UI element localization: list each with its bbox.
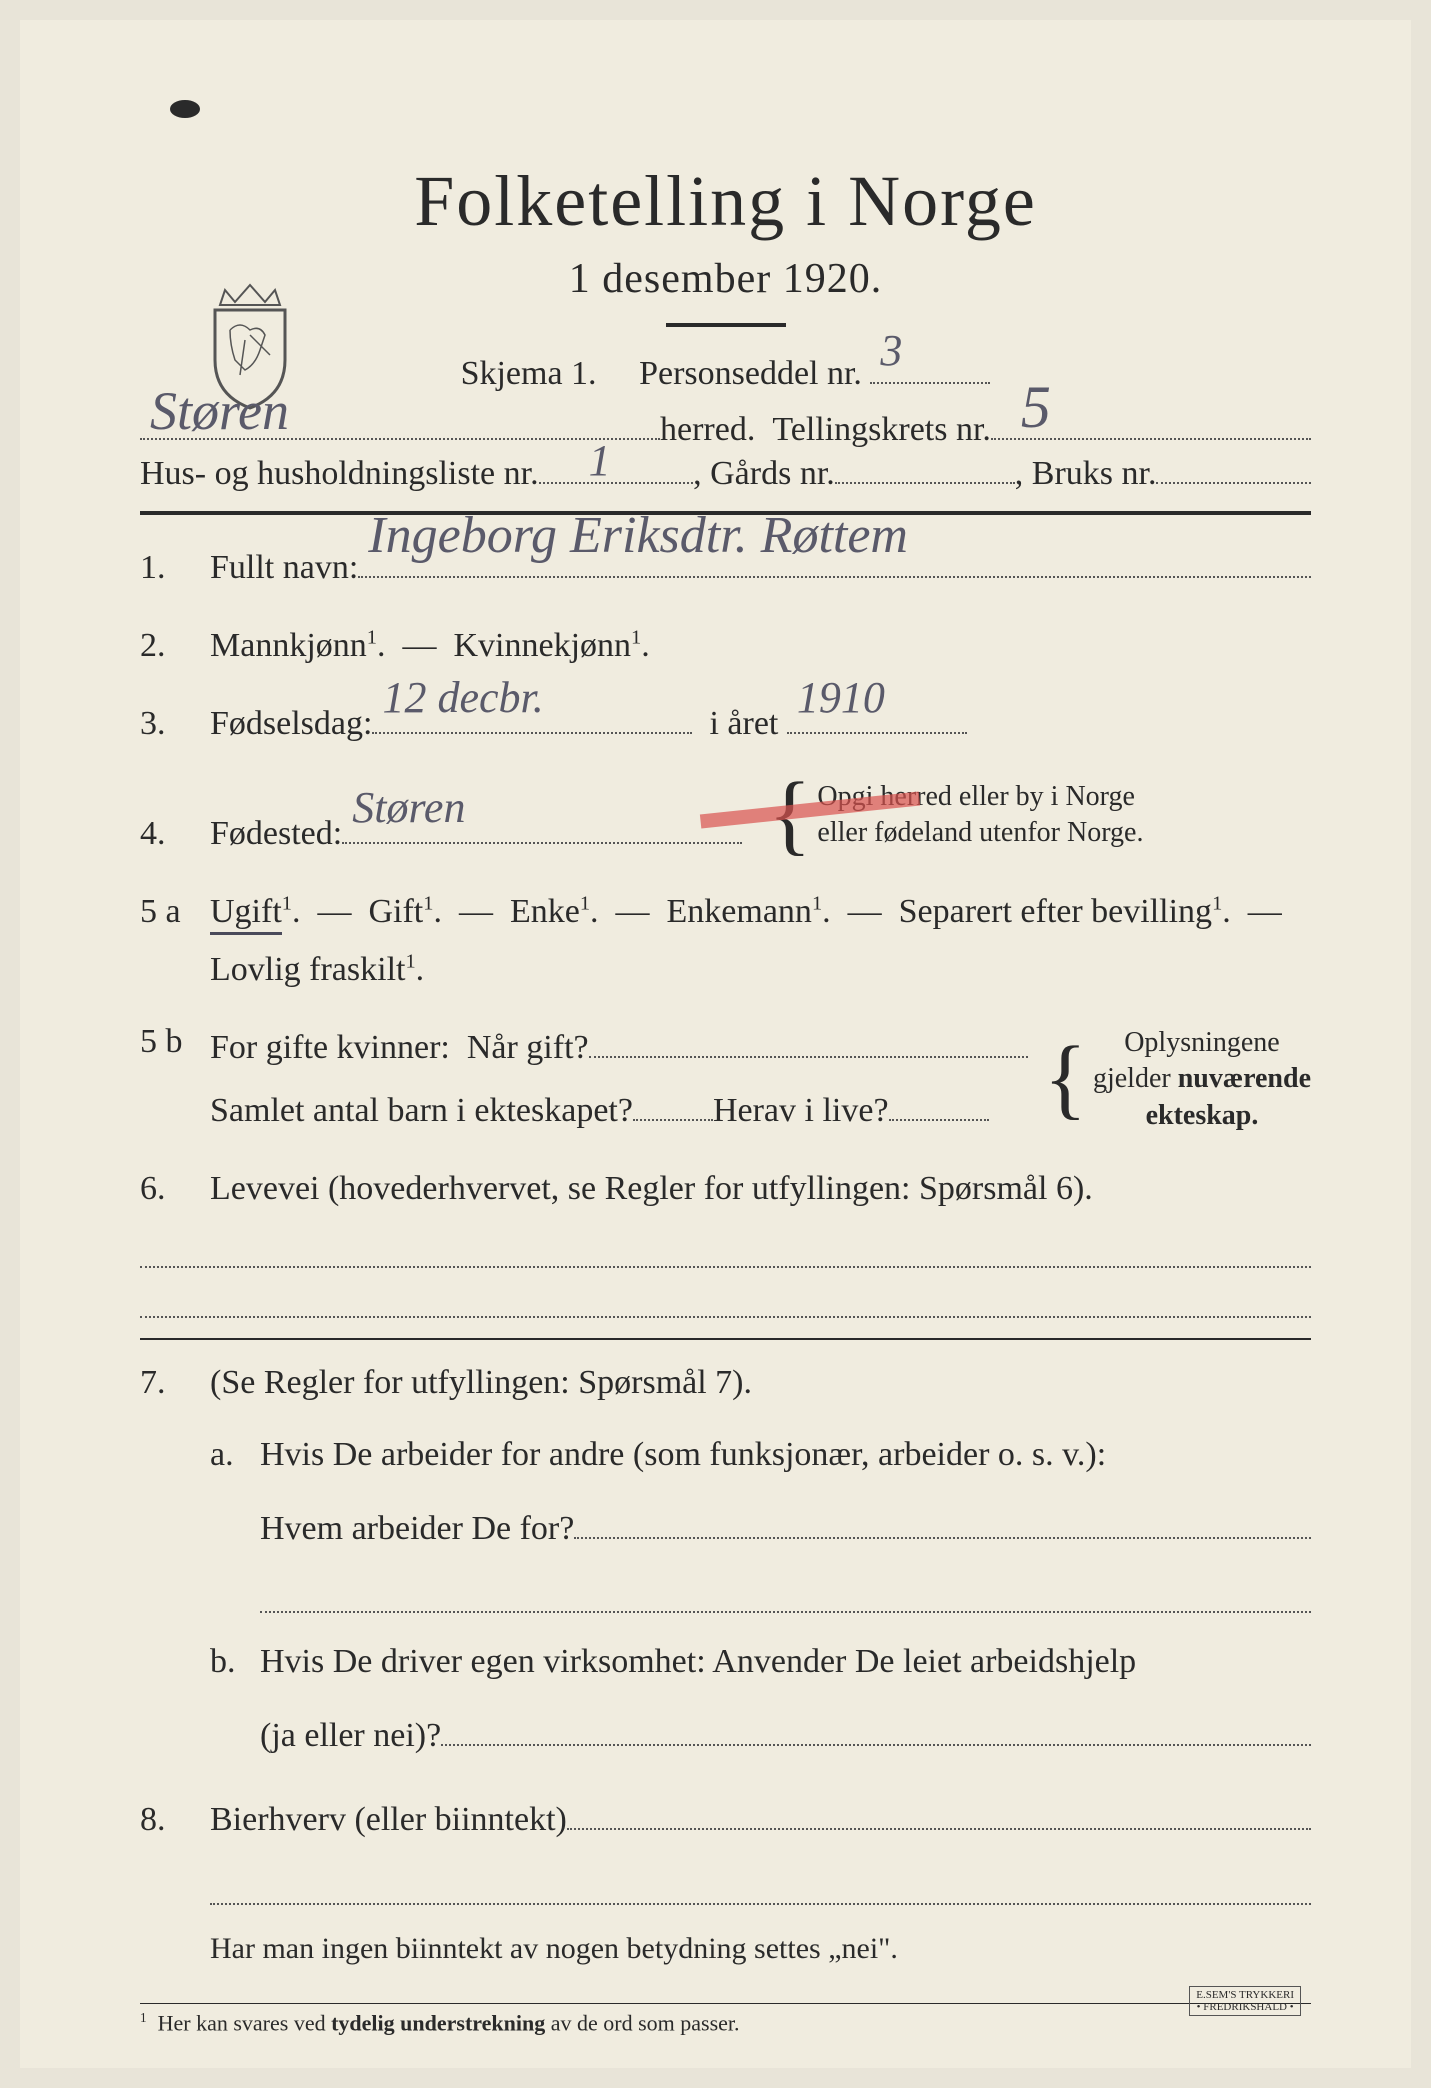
q1-row: 1. Fullt navn: Ingeborg Eriksdtr. Røttem (140, 533, 1311, 603)
krets-label: Tellingskrets nr. (772, 411, 991, 449)
q5a-option: Separert efter bevilling (899, 893, 1212, 930)
q4-value: Støren (352, 771, 465, 846)
q7-row: 7. (Se Regler for utfyllingen: Spørsmål … (140, 1354, 1311, 1412)
brace-icon: { (1044, 1043, 1087, 1115)
q8-line (210, 1875, 1311, 1905)
q7a-text2: Hvem arbeider De for? (260, 1500, 574, 1558)
q7a-row: a. Hvis De arbeider for andre (som funks… (140, 1426, 1311, 1564)
census-form-page: Folketelling i Norge 1 desember 1920. Sk… (20, 20, 1411, 2068)
form-title: Folketelling i Norge (140, 160, 1311, 243)
form-date: 1 desember 1920. (140, 255, 1311, 303)
q8-row: 8. Bierhverv (eller biinntekt) (140, 1785, 1311, 1855)
q7-num: 7. (140, 1354, 210, 1412)
q5b-label: For gifte kvinner: (210, 1019, 450, 1077)
q5a-num: 5 a (140, 883, 210, 941)
q5b-gift-label: Når gift? (467, 1019, 589, 1077)
q4-row: 4. Fødested: Støren { Opgi herred eller … (140, 773, 1311, 869)
rule-mid (140, 1338, 1311, 1340)
herred-suffix: herred. (660, 411, 755, 449)
q7b-row: b. Hvis De driver egen virksomhet: Anven… (140, 1633, 1311, 1771)
q6-text: Levevei (hovederhvervet, se Regler for u… (210, 1160, 1311, 1218)
title-rule (666, 323, 786, 327)
q7a-line (260, 1583, 1311, 1613)
bruks-label: , Bruks nr. (1015, 455, 1157, 493)
q5b-note-c: ekteskap. (1146, 1100, 1259, 1131)
krets-nr-value: 5 (1021, 373, 1051, 442)
q8-num: 8. (140, 1791, 210, 1849)
schema-row: Skjema 1. Personseddel nr. 3 (140, 347, 1311, 401)
gards-label: , Gårds nr. (693, 455, 835, 493)
q5b-row: 5 b For gifte kvinner: Når gift? Samlet … (140, 1013, 1311, 1147)
q1-label: Fullt navn: (210, 539, 358, 597)
footnote: 1 Her kan svares ved tydelig understrekn… (140, 2010, 1311, 2036)
q4-note-b: eller fødeland utenfor Norge. (817, 817, 1143, 848)
person-label: Personseddel nr. (639, 355, 862, 392)
q3-num: 3. (140, 695, 210, 753)
q5a-options: Ugift1. — Gift1. — Enke1. — Enkemann1. —… (210, 883, 1311, 999)
footnote-rule: 1 Her kan svares ved tydelig understrekn… (140, 2003, 1311, 2036)
herred-value: Støren (150, 380, 289, 442)
q2-row: 2. Mannkjønn1. — Kvinnekjønn1. (140, 617, 1311, 675)
q2-num: 2. (140, 617, 210, 675)
q5a-row: 5 a Ugift1. — Gift1. — Enke1. — Enkemann… (140, 883, 1311, 999)
ink-blot (170, 100, 200, 118)
q5a-option: Lovlig fraskilt (210, 951, 405, 988)
q3-day: 12 decbr. (382, 661, 543, 736)
q8-label: Bierhverv (eller biinntekt) (210, 1791, 567, 1849)
q5a-option: Enke (510, 893, 580, 930)
q7b-num: b. (210, 1633, 260, 1691)
q5b-num: 5 b (140, 1013, 210, 1071)
q3-year-label: i året (709, 695, 778, 753)
q6-row: 6. Levevei (hovederhvervet, se Regler fo… (140, 1160, 1311, 1218)
q7b-text1: Hvis De driver egen virksomhet: Anvender… (260, 1633, 1311, 1691)
hus-row: Hus- og husholdningsliste nr. 1 , Gårds … (140, 455, 1311, 493)
q7a-text1: Hvis De arbeider for andre (som funksjon… (260, 1426, 1311, 1484)
hus-nr-value: 1 (589, 435, 611, 486)
q2-female: Kvinnekjønn (453, 627, 631, 664)
q5b-note-b: gjelder nuværende (1093, 1063, 1311, 1094)
q1-num: 1. (140, 539, 210, 597)
q5a-option: Gift (368, 893, 423, 930)
q5b-barn-label: Samlet antal barn i ekteskapet? (210, 1082, 633, 1140)
person-nr-value: 3 (880, 316, 902, 386)
q5b-note-a: Oplysningene (1124, 1027, 1280, 1058)
q4-num: 4. (140, 805, 210, 863)
q7-intro: (Se Regler for utfyllingen: Spørsmål 7). (210, 1354, 1311, 1412)
q6-line1 (140, 1238, 1311, 1268)
q5b-live-label: Herav i live? (713, 1082, 889, 1140)
form-header: Folketelling i Norge 1 desember 1920. Sk… (140, 160, 1311, 401)
hus-prefix: Hus- og husholdningsliste nr. (140, 455, 539, 493)
q6-line2 (140, 1288, 1311, 1318)
footer-note: Har man ingen biinntekt av nogen betydni… (210, 1925, 1311, 1973)
q2-male: Mannkjønn (210, 627, 367, 664)
q5a-option: Ugift (210, 893, 282, 935)
q1-value: Ingeborg Eriksdtr. Røttem (368, 492, 908, 580)
q6-num: 6. (140, 1160, 210, 1218)
q4-label: Fødested: (210, 805, 342, 863)
q7a-num: a. (210, 1426, 260, 1484)
schema-label: Skjema 1. (461, 355, 597, 392)
q3-year: 1910 (797, 661, 885, 736)
printer-mark: E.SEM'S TRYKKERI • FREDRIKSHALD • (1189, 1986, 1301, 2016)
q7b-text2: (ja eller nei)? (260, 1707, 441, 1765)
herred-row: Støren herred. Tellingskrets nr. 5 (140, 411, 1311, 449)
q3-label: Fødselsdag: (210, 695, 372, 753)
q3-row: 3. Fødselsdag: 12 decbr. i året 1910 (140, 689, 1311, 759)
q5a-option: Enkemann (667, 893, 812, 930)
